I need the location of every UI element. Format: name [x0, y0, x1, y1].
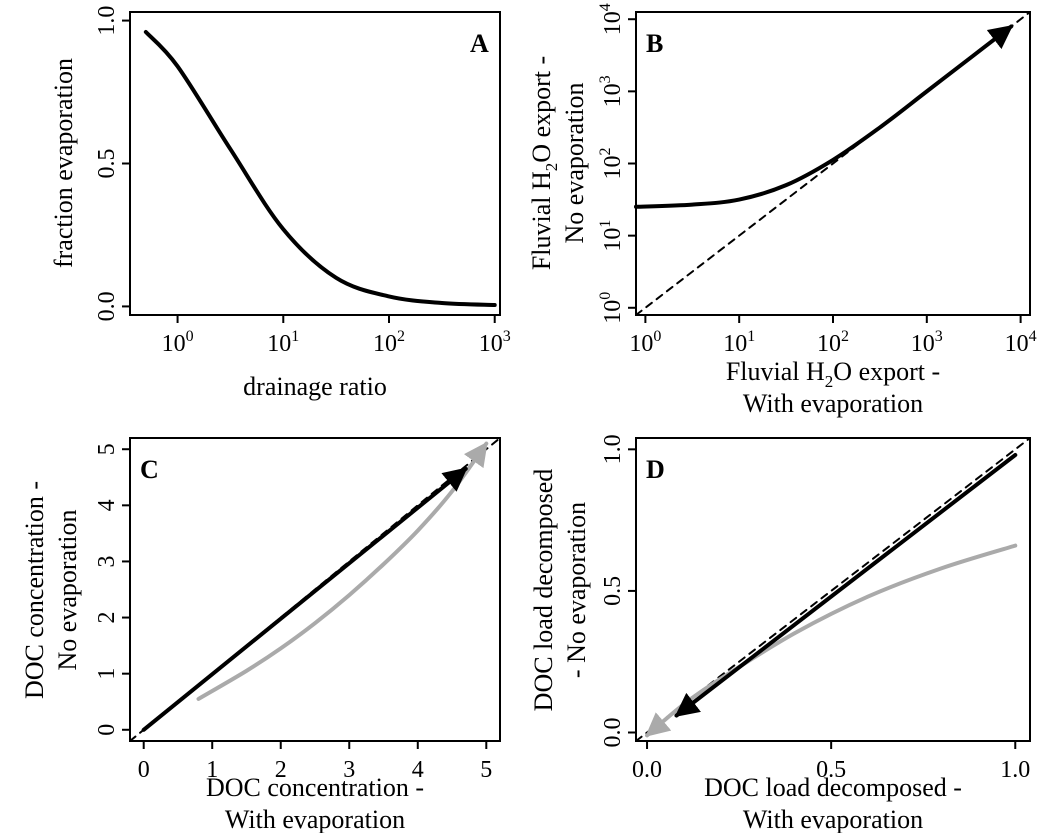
panel-d-series [635, 437, 1031, 742]
panel-c-x-tick-label-5: 5 [480, 757, 492, 783]
panel-b-y-title-sub: 2 [542, 163, 561, 172]
panel-d-series-1-line [645, 543, 1018, 738]
panel-a-y-tick-label-1: 0.5 [94, 149, 120, 179]
panel-b-x-title-rest: O export - [833, 357, 940, 386]
panel-d-y-tick-label-1: 0.5 [600, 576, 626, 606]
panel-d-letter: D [646, 455, 665, 484]
panel-a-y-tick-label-0: 0.0 [94, 291, 120, 321]
panel-d-y-ticks: 0.0 0.5 1.0 [600, 434, 636, 748]
panel-d-y-title-line2: - No evaporation [562, 502, 591, 678]
panel-d: 0.0 0.5 1.0 0.0 0.5 1.0 D DOC load decompose… [529, 434, 1031, 833]
panel-c-x-title: DOC concentration - [206, 773, 424, 802]
panel-b-x-title-sub: 2 [825, 372, 834, 391]
panel-d-x-title: DOC load decomposed - [704, 773, 962, 802]
panel-b-y-title-main: Fluvial H [527, 171, 556, 270]
panel-b-y-tick-label-2: 102 [597, 148, 626, 180]
panel-c-x-ticks: 0 1 2 3 4 5 [138, 741, 492, 783]
panel-a-series-0-line [143, 30, 497, 307]
panel-a-x-title: drainage ratio [243, 372, 387, 401]
panel-d-x-title-line2: With evaporation [743, 805, 923, 833]
panel-c-series-2-line [141, 466, 468, 732]
panel-d-x-tick-label-2: 1.0 [1000, 757, 1030, 783]
panel-b-y-title: Fluvial H2O export - [527, 56, 561, 270]
panel-b-y-tick-label-4: 104 [597, 3, 626, 35]
panel-b-series [634, 11, 1031, 316]
panel-c-series [129, 437, 501, 742]
panel-c-y-ticks: 0 1 2 3 4 5 [94, 443, 130, 736]
panel-a-y-ticks: 0.0 0.5 1.0 [94, 6, 130, 321]
panel-b: 100 101 102 103 104 100 101 102 103 104 B Fluvia… [527, 3, 1037, 418]
panel-b-x-title-line2: With evaporation [743, 389, 923, 418]
panel-b-x-ticks: 100 101 102 103 104 [629, 315, 1037, 357]
panel-b-x-title-main: Fluvial H [726, 357, 825, 386]
panel-c-y-tick-label-0: 0 [94, 724, 120, 736]
panel-b-series-1-dashed-line [635, 11, 1031, 316]
panel-c-x-tick-label-1: 1 [206, 757, 218, 783]
panel-a-x-tick-label-0: 100 [162, 328, 194, 357]
panel-c-x-title-line2: With evaporation [225, 805, 405, 833]
panel-b-y-ticks: 100 101 102 103 104 [597, 3, 636, 324]
panel-a-series [143, 30, 497, 307]
panel-b-x-tick-label-2: 102 [817, 328, 849, 357]
panel-b-y-title-line2: No evaporation [560, 82, 589, 243]
panel-a: 100 101 102 103 0.00.51.0 A drainage ratio … [49, 6, 511, 401]
panel-c-y-title: DOC concentration - [20, 481, 49, 699]
panel-b-letter: B [646, 29, 663, 58]
panel-b-series-0-line [634, 24, 1014, 209]
panel-c: 0 1 2 3 4 5 0 1 2 3 4 5 C DOC concentration - With… [20, 437, 501, 833]
panel-d-x-tick-label-1: 0.5 [816, 757, 846, 783]
panel-b-y-title-rest: O export - [527, 56, 556, 163]
panel-a-frame [129, 11, 501, 316]
panel-d-frame [635, 437, 1031, 742]
panel-c-y-tick-label-1: 1 [94, 668, 120, 680]
panel-c-y-title-line2: No evaporation [53, 509, 82, 670]
panel-c-series-1-line [196, 441, 489, 701]
panel-a-y-title: fraction evaporation [49, 58, 78, 268]
panel-a-y-tick-label-2: 1.0 [94, 6, 120, 36]
panel-c-x-tick-label-0: 0 [138, 757, 150, 783]
panel-b-x-tick-label-1: 101 [723, 328, 755, 357]
panel-c-y-tick-label-5: 5 [94, 443, 120, 455]
panel-c-y-tick-label-3: 3 [94, 555, 120, 567]
panel-d-y-tick-label-2: 1.0 [600, 434, 626, 464]
panel-b-x-tick-label-3: 103 [911, 328, 943, 357]
panel-b-y-tick-label-3: 103 [597, 75, 626, 107]
panel-b-y-tick-label-1: 101 [597, 220, 626, 252]
panel-a-letter: A [470, 29, 489, 58]
panel-b-x-title: Fluvial H2O export - [726, 357, 940, 391]
panel-c-letter: C [140, 455, 159, 484]
panel-c-frame [129, 437, 501, 742]
panel-d-y-tick-label-0: 0.0 [600, 718, 626, 748]
panel-a-x-tick-label-3: 103 [479, 328, 511, 357]
panel-a-x-tick-label-1: 101 [267, 328, 299, 357]
panel-d-x-tick-label-0: 0.0 [632, 757, 662, 783]
panel-b-y-tick-label-0: 100 [597, 292, 626, 324]
panel-c-x-tick-label-3: 3 [343, 757, 355, 783]
panel-b-x-tick-label-0: 100 [629, 328, 661, 357]
panel-a-x-tick-label-2: 102 [373, 328, 405, 357]
panel-a-x-ticks: 100 101 102 103 [162, 315, 511, 357]
panel-b-x-tick-label-4: 104 [1005, 328, 1037, 357]
panel-d-x-ticks: 0.0 0.5 1.0 [632, 741, 1030, 783]
panel-c-x-tick-label-4: 4 [412, 757, 424, 783]
panel-c-y-tick-label-4: 4 [94, 499, 120, 511]
panel-d-series-2-line [674, 452, 1018, 718]
panel-c-y-tick-label-2: 2 [94, 612, 120, 624]
panel-d-y-title: DOC load decomposed [529, 469, 558, 712]
panel-c-x-tick-label-2: 2 [275, 757, 287, 783]
